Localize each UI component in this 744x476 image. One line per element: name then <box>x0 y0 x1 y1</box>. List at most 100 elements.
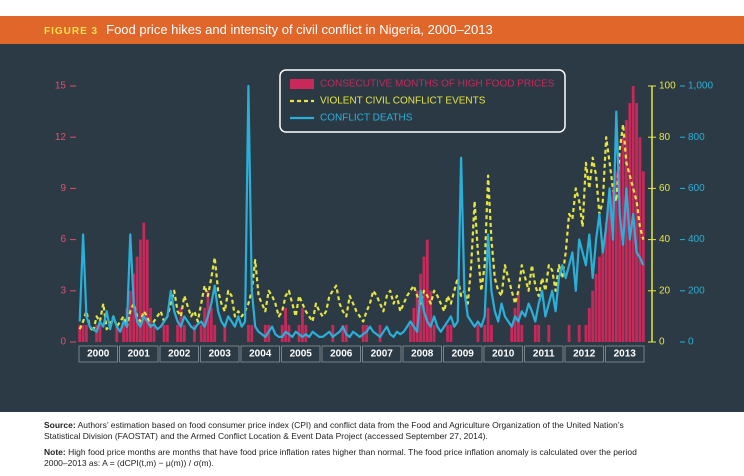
y2-tick-label: 20 <box>659 285 671 296</box>
y2-tick-label: 60 <box>659 183 671 194</box>
bar <box>614 171 618 342</box>
x-tick-label: 2001 <box>128 349 151 360</box>
bar <box>611 188 615 342</box>
x-category-box <box>321 345 361 363</box>
source-text: Authors’ estimation based on food consum… <box>44 420 624 441</box>
legend-label: CONSECUTIVE MONTHS OF HIGH FOOD PRICES <box>320 79 555 90</box>
x-tick-label: 2002 <box>168 349 191 360</box>
bar <box>537 324 541 342</box>
bar <box>182 324 186 342</box>
bar <box>209 307 213 342</box>
x-tick-label: 2008 <box>411 349 434 360</box>
bar <box>625 120 628 342</box>
bar <box>115 324 119 342</box>
x-category-box <box>605 345 645 363</box>
y3-tick-label: 200 <box>688 285 705 296</box>
bar <box>193 324 196 342</box>
y3-tick-label: 1,000 <box>688 81 713 92</box>
y2-tick-label: 80 <box>659 132 671 143</box>
line <box>78 84 645 338</box>
bar <box>510 324 514 342</box>
bar <box>280 324 284 342</box>
figure-label: FIGURE 3 <box>44 26 99 37</box>
bar <box>533 324 537 342</box>
legend-box <box>279 69 566 133</box>
x-tick-label: 2003 <box>209 349 232 360</box>
x-category-box <box>119 345 159 363</box>
y-tick-label: 3 <box>60 285 66 296</box>
note: Note: High food price months are months … <box>44 447 644 469</box>
bar <box>449 324 453 342</box>
bar <box>128 290 132 342</box>
y2-tick-label: 0 <box>659 337 665 348</box>
bar <box>213 324 217 342</box>
bar <box>199 324 203 342</box>
bar <box>142 222 146 342</box>
bar <box>446 324 449 342</box>
bar <box>598 256 601 342</box>
y3-tick-label: 0 <box>688 337 694 348</box>
bar <box>78 324 82 342</box>
footer: Source: Authors’ estimation based on foo… <box>44 420 644 474</box>
bar <box>520 324 524 342</box>
bar <box>432 324 436 342</box>
header: FIGURE 3 Food price hikes and intensity o… <box>0 16 744 44</box>
y3-tick-label: 600 <box>688 183 705 194</box>
bar <box>365 324 368 342</box>
chart: 0 3 6 9 12 15 0 20 40 60 80 100 0 200 400 600 800 1,000 20… <box>0 44 744 412</box>
bar <box>331 324 335 342</box>
bar <box>577 324 581 342</box>
x-tick-label: 2004 <box>249 349 272 360</box>
bar <box>584 324 588 342</box>
note-label: Note: <box>44 447 66 457</box>
bar <box>263 324 267 342</box>
bar <box>250 324 254 342</box>
bar <box>378 324 382 342</box>
bar <box>635 103 638 342</box>
legend-label: VIOLENT CIVIL CONFLICT EVENTS <box>320 96 486 107</box>
line <box>78 123 645 333</box>
bar <box>608 205 611 342</box>
source-label: Source: <box>44 420 76 430</box>
x-category-box <box>564 345 604 363</box>
x-category-box <box>483 345 523 363</box>
y3-tick-label: 800 <box>688 132 705 143</box>
bar <box>162 324 166 342</box>
x-tick-label: 2011 <box>533 349 555 360</box>
bar <box>594 273 598 342</box>
bar <box>176 324 179 342</box>
x-category-box <box>443 345 483 363</box>
y-tick-label: 15 <box>55 81 67 92</box>
bar <box>483 324 487 342</box>
bar <box>152 324 156 342</box>
bar <box>409 324 412 342</box>
x-category-box <box>362 345 402 363</box>
bar <box>223 324 227 342</box>
bar <box>422 256 426 342</box>
x-tick-label: 2013 <box>614 349 637 360</box>
x-category-box <box>78 345 118 363</box>
bar <box>547 324 551 342</box>
bar <box>567 324 571 342</box>
bar <box>425 239 429 342</box>
y-tick-label: 12 <box>55 132 67 143</box>
bar <box>628 103 632 342</box>
bar <box>618 154 622 342</box>
x-tick-label: 2009 <box>452 349 475 360</box>
y3-tick-label: 400 <box>688 234 705 245</box>
bar <box>98 324 102 342</box>
bar <box>601 239 605 342</box>
bar <box>591 290 595 342</box>
note-text: High food price months are months that h… <box>44 447 637 468</box>
bar <box>95 324 98 342</box>
x-tick-label: 2000 <box>87 349 110 360</box>
bar <box>85 324 88 342</box>
bar <box>513 307 517 342</box>
y2-tick-label: 40 <box>659 234 671 245</box>
bar <box>419 273 422 342</box>
bar <box>284 307 287 342</box>
y-tick-label: 0 <box>60 337 66 348</box>
chart-title: Food price hikes and intensity of civil … <box>106 22 493 37</box>
x-category-box <box>281 345 321 363</box>
